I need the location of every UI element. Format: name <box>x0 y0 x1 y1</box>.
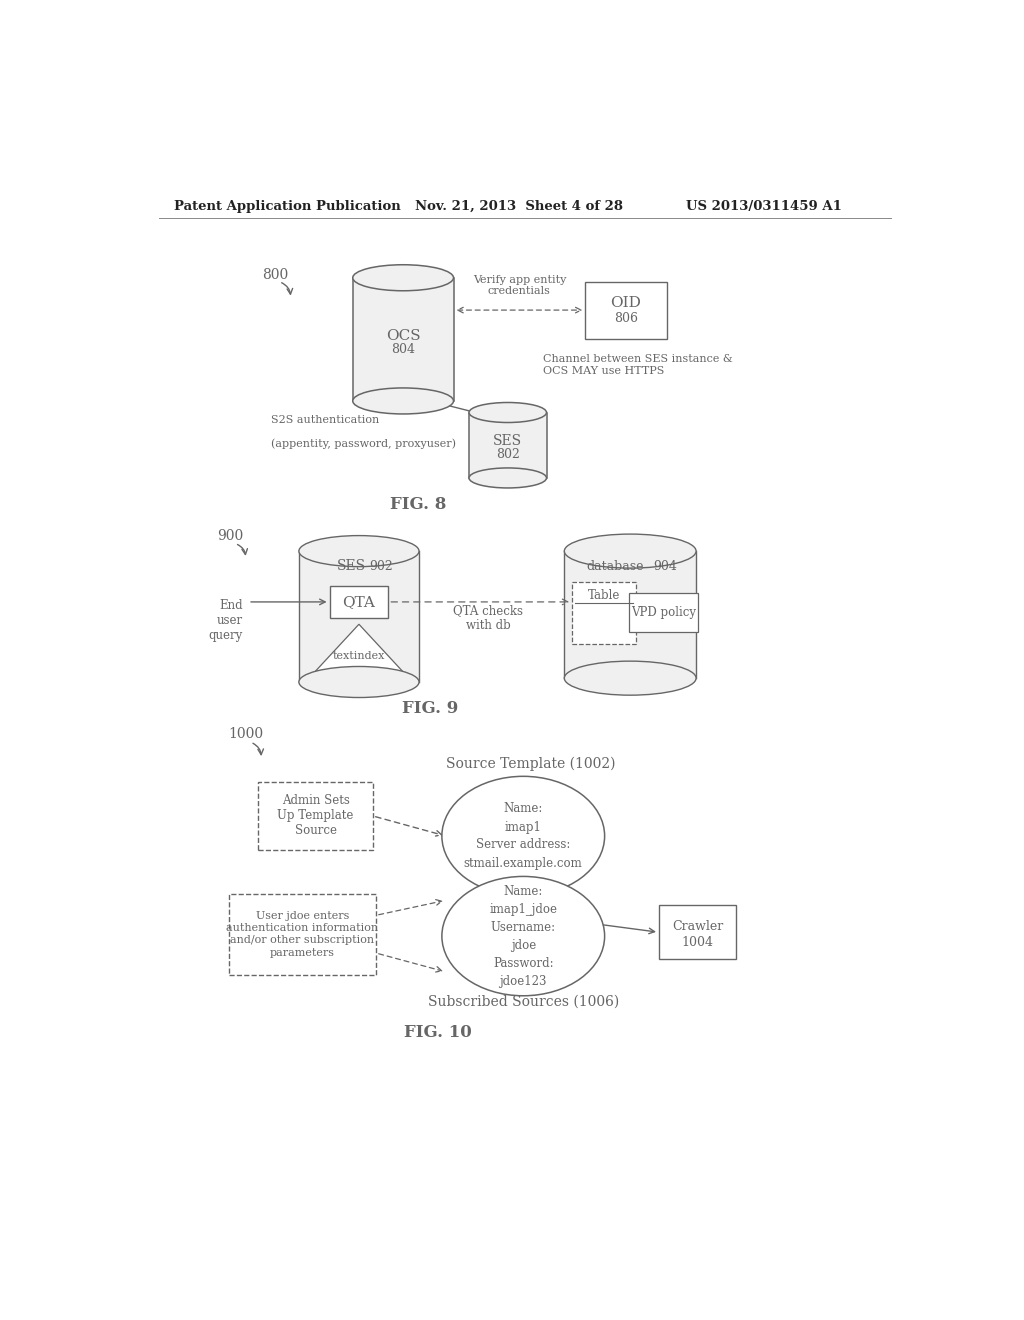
Text: Nov. 21, 2013  Sheet 4 of 28: Nov. 21, 2013 Sheet 4 of 28 <box>415 199 623 213</box>
Text: Admin Sets
Up Template
Source: Admin Sets Up Template Source <box>278 795 353 837</box>
Text: Table: Table <box>588 589 621 602</box>
Text: Source Template (1002): Source Template (1002) <box>446 756 615 771</box>
Ellipse shape <box>442 876 604 995</box>
Ellipse shape <box>564 661 696 696</box>
Ellipse shape <box>299 667 419 697</box>
Text: US 2013/0311459 A1: US 2013/0311459 A1 <box>686 199 842 213</box>
Text: 806: 806 <box>614 312 638 325</box>
Bar <box>299 552 419 682</box>
Ellipse shape <box>469 403 547 422</box>
Text: database: database <box>586 560 643 573</box>
Text: 1004: 1004 <box>682 936 714 949</box>
Text: SES: SES <box>337 560 366 573</box>
Bar <box>228 894 376 974</box>
Bar <box>469 412 547 478</box>
Ellipse shape <box>352 388 454 414</box>
Ellipse shape <box>469 469 547 488</box>
Ellipse shape <box>299 536 419 566</box>
Text: Name:
imap1_jdoe
Username:
jdoe
Password:
jdoe123: Name: imap1_jdoe Username: jdoe Password… <box>489 884 557 987</box>
Ellipse shape <box>442 776 604 896</box>
Bar <box>586 281 667 339</box>
Bar <box>572 582 636 644</box>
Text: SES: SES <box>494 434 522 449</box>
Text: End
user
query: End user query <box>209 599 243 642</box>
Text: FIG. 8: FIG. 8 <box>390 496 446 513</box>
Bar <box>330 586 388 618</box>
Text: Patent Application Publication: Patent Application Publication <box>174 199 401 213</box>
Text: OCS: OCS <box>386 329 421 342</box>
Text: QTA checks
with db: QTA checks with db <box>454 605 523 632</box>
Text: Channel between SES instance &
OCS MAY use HTTPS: Channel between SES instance & OCS MAY u… <box>543 354 732 376</box>
Ellipse shape <box>352 265 454 290</box>
Ellipse shape <box>564 535 696 568</box>
Text: S2S authentication

(appentity, password, proxyuser): S2S authentication (appentity, password,… <box>271 414 457 449</box>
Text: VPD policy: VPD policy <box>631 606 696 619</box>
Text: Name:
imap1
Server address:
stmail.example.com: Name: imap1 Server address: stmail.examp… <box>464 803 583 870</box>
Polygon shape <box>314 624 403 673</box>
Text: User jdoe enters
authentication information
and/or other subscription
parameters: User jdoe enters authentication informat… <box>226 911 379 958</box>
Text: 800: 800 <box>262 268 289 282</box>
Text: Subscribed Sources (1006): Subscribed Sources (1006) <box>428 994 618 1008</box>
Text: textindex: textindex <box>333 651 385 661</box>
Bar <box>564 552 696 678</box>
Bar <box>352 277 454 401</box>
Text: QTA: QTA <box>342 595 376 609</box>
Text: 1000: 1000 <box>228 727 264 742</box>
Text: OID: OID <box>610 296 641 310</box>
Bar <box>658 906 736 960</box>
Text: FIG. 10: FIG. 10 <box>404 1024 472 1041</box>
Text: Verify app entity
credentials: Verify app entity credentials <box>473 275 566 296</box>
Text: 900: 900 <box>217 529 244 543</box>
Text: 802: 802 <box>496 447 520 461</box>
Text: 902: 902 <box>369 560 392 573</box>
Text: Crawler: Crawler <box>672 920 723 933</box>
Text: 904: 904 <box>653 560 677 573</box>
Text: FIG. 9: FIG. 9 <box>402 701 459 718</box>
Bar <box>258 781 373 850</box>
Text: 804: 804 <box>391 343 415 356</box>
Bar <box>630 594 697 632</box>
